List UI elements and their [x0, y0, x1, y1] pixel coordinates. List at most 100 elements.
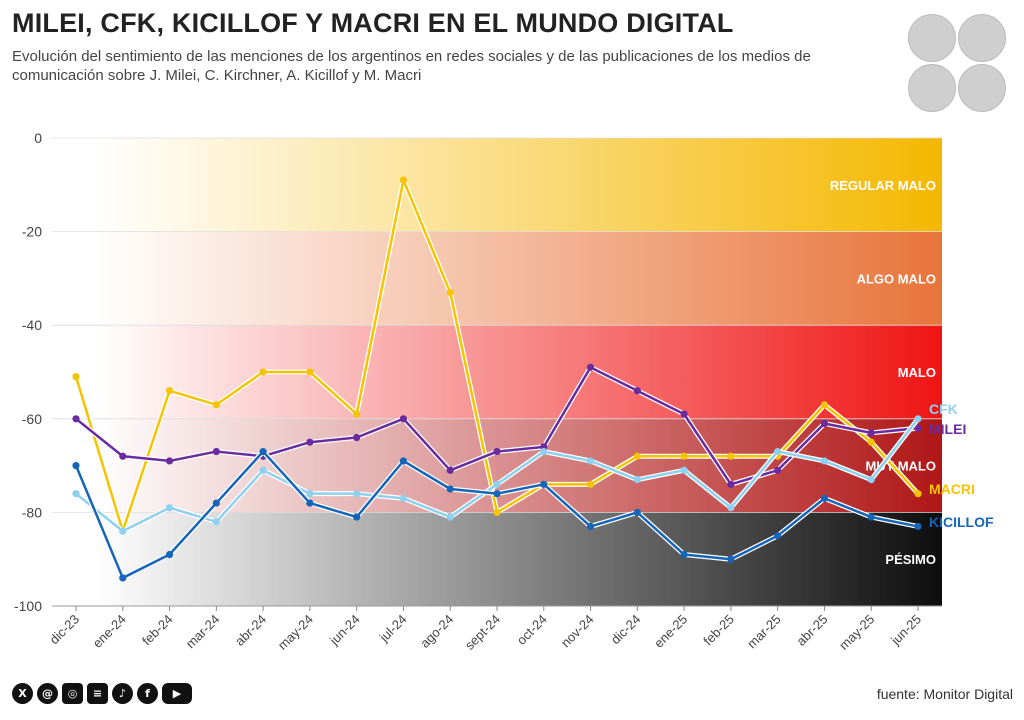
x-tick-label: may-25 — [836, 612, 877, 653]
data-point-milei — [212, 447, 220, 456]
data-point-macri — [306, 368, 314, 376]
data-point-kicillof — [820, 494, 829, 502]
data-point-cfk — [586, 457, 595, 465]
threads-icon[interactable]: @ — [37, 682, 58, 704]
data-point-cfk — [680, 466, 688, 474]
data-point-macri — [446, 288, 454, 297]
data-point-milei — [306, 438, 314, 446]
data-point-milei — [353, 433, 361, 442]
data-point-cfk — [540, 447, 548, 456]
data-point-kicillof — [586, 522, 595, 531]
y-tick-label: -60 — [22, 411, 42, 427]
data-point-cfk — [446, 513, 454, 521]
data-point-cfk — [72, 490, 80, 498]
data-point-milei — [914, 424, 922, 432]
x-tick-label: dic-23 — [46, 612, 82, 648]
data-point-cfk — [119, 527, 127, 535]
x-icon[interactable]: X — [12, 682, 33, 704]
band-pésimo — [52, 512, 942, 606]
series-label-milei: MILEI — [929, 421, 966, 437]
data-point-macri — [586, 480, 595, 488]
x-tick-label: abr-25 — [793, 612, 830, 649]
x-tick-label: jun-25 — [887, 612, 924, 649]
data-point-cfk — [493, 480, 501, 488]
tiktok-icon[interactable]: ♪ — [112, 682, 133, 704]
y-axis: 0 -20 -40 -60 -80 -100 — [14, 130, 942, 614]
x-tick-label: mar-24 — [183, 612, 223, 652]
data-point-cfk — [820, 457, 829, 465]
x-tick-label: ene-25 — [651, 612, 690, 651]
data-point-milei — [680, 410, 688, 418]
data-point-kicillof — [540, 480, 548, 488]
chart-subtitle: Evolución del sentimiento de las mencion… — [12, 48, 811, 84]
data-point-kicillof — [493, 490, 501, 498]
y-tick-label: 0 — [34, 130, 42, 146]
avatar-kicillof-icon — [908, 64, 956, 112]
source-note: fuente: Monitor Digital — [876, 686, 1013, 702]
band-label: REGULAR MALO — [830, 178, 936, 193]
facebook-icon[interactable]: f — [137, 682, 158, 704]
avatar-milei-icon — [908, 14, 956, 62]
data-point-kicillof — [399, 457, 408, 465]
data-point-macri — [399, 176, 408, 184]
youtube-icon[interactable]: ▶ — [162, 682, 192, 704]
data-point-kicillof — [353, 513, 361, 521]
data-point-milei — [446, 466, 454, 474]
data-point-kicillof — [165, 550, 174, 559]
data-point-milei — [119, 452, 127, 460]
data-point-macri — [727, 452, 735, 460]
data-point-cfk — [353, 490, 361, 498]
avatar-cfk-icon — [958, 14, 1006, 62]
data-point-milei — [633, 387, 641, 395]
series-label-cfk: CFK — [929, 401, 958, 417]
x-tick-label: nov-24 — [558, 612, 597, 651]
band-label: MALO — [898, 365, 936, 380]
data-point-milei — [867, 429, 875, 437]
data-point-cfk — [774, 447, 782, 456]
x-tick-label: dic-24 — [608, 612, 644, 648]
series-layer — [72, 176, 922, 582]
instagram-icon[interactable]: ◎ — [62, 682, 83, 704]
y-tick-label: -100 — [14, 598, 42, 614]
x-tick-label: abr-24 — [232, 612, 269, 649]
series-label-kicillof: KICILLOF — [929, 514, 994, 530]
avatar-macri-icon — [958, 64, 1006, 112]
y-tick-label: -40 — [22, 317, 42, 333]
avatar-group — [908, 14, 1008, 114]
substack-icon[interactable]: ≡ — [87, 682, 108, 704]
series-label-macri: MACRI — [929, 481, 975, 497]
x-tick-label: oct-24 — [514, 612, 550, 648]
data-point-kicillof — [259, 447, 267, 456]
band-muy-malo — [52, 418, 942, 513]
band-label: ALGO MALO — [857, 271, 936, 286]
data-point-kicillof — [119, 574, 127, 582]
x-tick-label: mar-25 — [744, 612, 784, 652]
x-tick-label: may-24 — [275, 612, 316, 653]
data-point-macri — [72, 373, 80, 381]
data-point-kicillof — [72, 462, 80, 470]
data-point-macri — [680, 452, 688, 460]
data-point-cfk — [633, 476, 641, 484]
data-point-milei — [399, 415, 408, 423]
y-tick-label: -20 — [22, 224, 42, 240]
data-point-cfk — [306, 490, 314, 498]
data-point-cfk — [212, 518, 220, 526]
chart-title: MILEI, CFK, KICILLOF Y MACRI EN EL MUNDO… — [12, 8, 734, 38]
band-malo — [52, 325, 942, 419]
data-point-macri — [353, 410, 361, 418]
data-point-cfk — [867, 476, 875, 484]
band-algo-malo — [52, 231, 942, 326]
x-tick-label: ene-24 — [90, 612, 129, 651]
x-tick-label: feb-25 — [700, 612, 737, 649]
data-point-macri — [914, 490, 922, 498]
data-point-macri — [212, 401, 220, 409]
data-point-kicillof — [306, 499, 314, 507]
data-point-milei — [727, 480, 735, 488]
data-point-cfk — [914, 415, 922, 423]
data-point-macri — [867, 438, 875, 446]
y-tick-label: -80 — [22, 504, 42, 520]
data-point-macri — [633, 452, 641, 460]
x-tick-label: feb-24 — [139, 612, 176, 649]
data-point-kicillof — [867, 513, 875, 521]
data-point-milei — [165, 457, 174, 465]
